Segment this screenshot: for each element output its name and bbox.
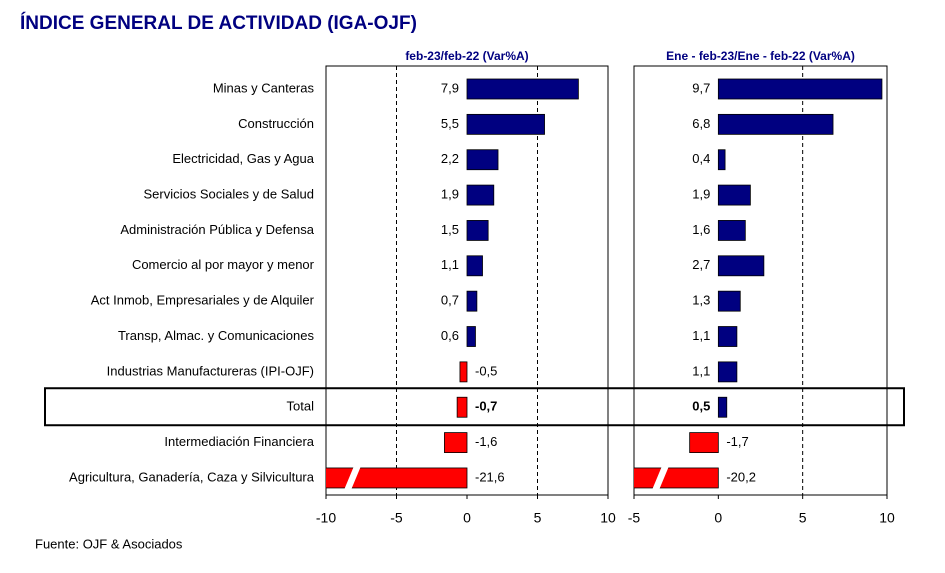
x-tick-label: 5 xyxy=(534,510,542,526)
bar xyxy=(466,113,545,135)
bar xyxy=(466,290,478,312)
bar xyxy=(717,149,726,171)
value-label: 0,7 xyxy=(441,293,459,308)
chart-title: ÍNDICE GENERAL DE ACTIVIDAD (IGA-OJF) xyxy=(20,12,417,34)
value-label: 0,6 xyxy=(441,328,459,343)
value-label: 1,6 xyxy=(692,222,710,237)
value-label: -1,6 xyxy=(475,434,497,449)
value-label: 1,1 xyxy=(441,257,459,272)
bar xyxy=(717,113,834,135)
category-label: Servicios Sociales y de Salud xyxy=(143,187,314,202)
category-label: Comercio al por mayor y menor xyxy=(132,257,315,272)
category-label: Intermediación Financiera xyxy=(164,434,314,449)
bar xyxy=(717,326,738,347)
value-label: 2,7 xyxy=(692,257,710,272)
value-label: 2,2 xyxy=(441,151,459,166)
axis-break xyxy=(652,465,669,490)
x-tick-label: 5 xyxy=(799,510,807,526)
category-label: Minas y Canteras xyxy=(213,80,315,95)
x-tick-label: 0 xyxy=(463,510,471,526)
category-label: Act Inmob, Empresariales y de Alquiler xyxy=(91,293,315,308)
bars xyxy=(326,78,579,490)
x-tick-label: 10 xyxy=(600,510,616,526)
x-tick-label: 10 xyxy=(879,510,895,526)
bar xyxy=(717,220,746,241)
bar xyxy=(466,255,483,277)
bar xyxy=(717,396,728,418)
value-label: 1,9 xyxy=(441,187,459,202)
category-label: Agricultura, Ganadería, Caza y Silvicult… xyxy=(69,469,315,484)
bar xyxy=(717,290,741,312)
highlight-box xyxy=(44,387,905,427)
x-tick-label: -5 xyxy=(628,510,641,526)
value-label: 7,9 xyxy=(441,80,459,95)
x-tick-label: -10 xyxy=(316,510,336,526)
category-label: Administración Pública y Defensa xyxy=(120,222,314,237)
bar xyxy=(466,220,489,241)
axis-break xyxy=(344,465,361,490)
bar xyxy=(444,432,468,454)
bar xyxy=(466,149,499,171)
value-label: 0,5 xyxy=(692,399,710,414)
panel-title: Ene - feb-23/Ene - feb-22 (Var%A) xyxy=(666,49,855,63)
value-label: -21,6 xyxy=(475,469,505,484)
plot-area xyxy=(633,65,888,496)
value-label: -0,5 xyxy=(475,363,497,378)
value-label: 6,8 xyxy=(692,116,710,131)
category-label: Electricidad, Gas y Agua xyxy=(172,151,314,166)
value-label: 9,7 xyxy=(692,80,710,95)
value-label: 1,1 xyxy=(692,363,710,378)
bar xyxy=(717,255,765,277)
category-label: Industrias Manufactureras (IPI-OJF) xyxy=(107,363,314,378)
value-label: 1,9 xyxy=(692,187,710,202)
bar xyxy=(717,361,738,383)
value-label: -0,7 xyxy=(475,399,497,414)
value-label: 1,1 xyxy=(692,328,710,343)
plot-area xyxy=(325,65,609,496)
value-label: 0,4 xyxy=(692,151,710,166)
bars xyxy=(634,78,883,490)
panel-title: feb-23/feb-22 (Var%A) xyxy=(405,49,528,63)
bar xyxy=(466,184,495,206)
x-tick-label: -5 xyxy=(390,510,403,526)
category-label: Construcción xyxy=(238,116,314,131)
bar xyxy=(466,78,579,100)
bar xyxy=(459,361,468,383)
value-label: 5,5 xyxy=(441,116,459,131)
category-label: Transp, Almac. y Comunicaciones xyxy=(118,328,315,343)
value-label: 1,5 xyxy=(441,222,459,237)
bar xyxy=(689,432,719,454)
value-label: 1,3 xyxy=(692,293,710,308)
value-label: -1,7 xyxy=(726,434,748,449)
bar xyxy=(326,467,468,489)
source-note: Fuente: OJF & Asociados xyxy=(35,536,183,551)
category-label: Total xyxy=(287,399,315,414)
bar xyxy=(717,184,751,206)
value-label: -20,2 xyxy=(726,469,756,484)
bar xyxy=(456,396,468,418)
x-tick-label: 0 xyxy=(714,510,722,526)
bar xyxy=(717,78,883,100)
bar xyxy=(466,326,476,347)
